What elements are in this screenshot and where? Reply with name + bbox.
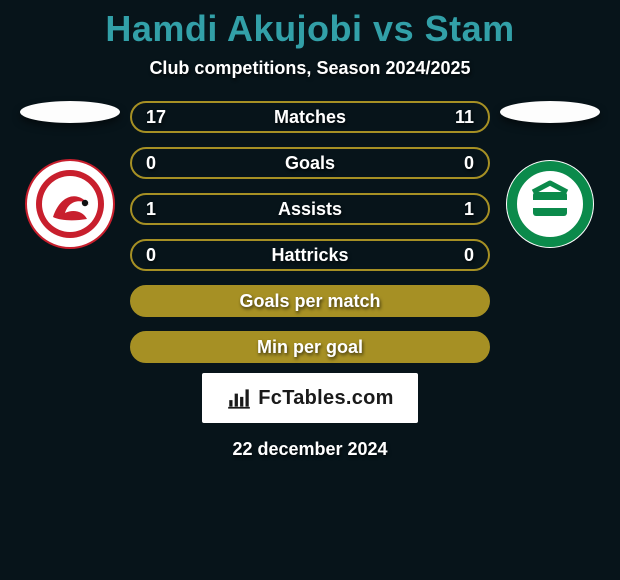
stat-value-left: 0 (146, 149, 156, 177)
brand-box: FcTables.com (202, 373, 418, 423)
stat-bar: Goals per match (130, 285, 490, 317)
stat-value-left: 0 (146, 241, 156, 269)
bar-chart-icon (226, 385, 252, 411)
stat-label: Goals (285, 153, 335, 174)
stat-bar: Matches 17 11 (130, 101, 490, 133)
stat-value-right: 1 (464, 195, 474, 223)
page-title: Hamdi Akujobi vs Stam (105, 8, 514, 50)
date-line: 22 december 2024 (232, 439, 387, 460)
stat-bar: Hattricks 0 0 (130, 239, 490, 271)
right-player-col (490, 101, 610, 249)
stat-value-left: 17 (146, 103, 166, 131)
left-player-silhouette (20, 101, 120, 123)
stat-label: Goals per match (239, 291, 380, 312)
fc-groningen-logo-icon (505, 159, 595, 249)
stat-label: Assists (278, 199, 342, 220)
stat-value-right: 0 (464, 149, 474, 177)
left-club-badge (25, 159, 115, 249)
stat-label: Min per goal (257, 337, 363, 358)
left-player-col (10, 101, 130, 249)
stat-value-right: 0 (464, 241, 474, 269)
main-row: Matches1711Goals00Assists11Hattricks00Go… (0, 101, 620, 363)
page-subtitle: Club competitions, Season 2024/2025 (149, 58, 470, 79)
right-club-badge (505, 159, 595, 249)
brand-text: FcTables.com (258, 387, 394, 410)
stat-value-right: 11 (455, 103, 474, 131)
almere-city-logo-icon (25, 159, 115, 249)
stat-value-left: 1 (146, 195, 156, 223)
stat-bar: Goals 0 0 (130, 147, 490, 179)
stat-bar: Min per goal (130, 331, 490, 363)
content-wrapper: Hamdi Akujobi vs Stam Club competitions,… (0, 0, 620, 580)
stats-column: Matches1711Goals00Assists11Hattricks00Go… (130, 101, 490, 363)
stat-label: Hattricks (271, 245, 348, 266)
stat-bar: Assists 1 1 (130, 193, 490, 225)
right-player-silhouette (500, 101, 600, 123)
stat-label: Matches (274, 107, 346, 128)
